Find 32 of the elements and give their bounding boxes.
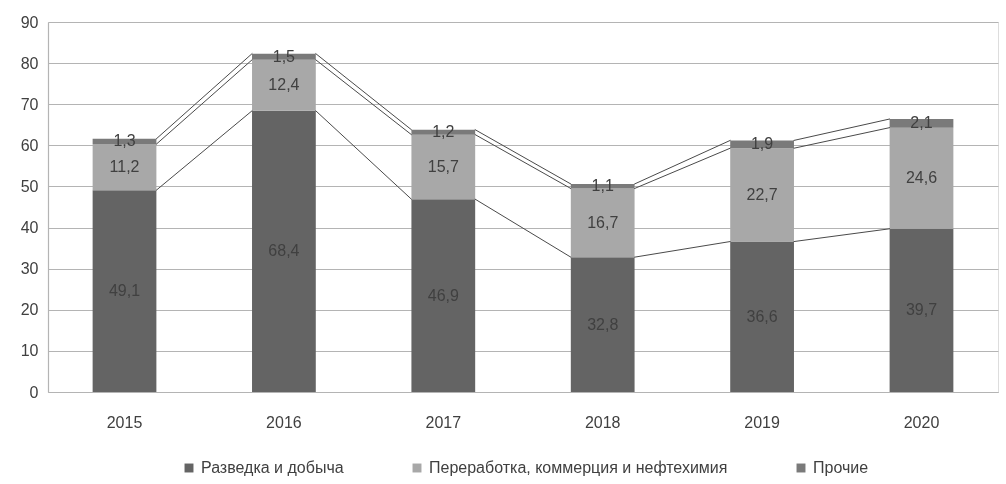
y-tick-label: 70 <box>20 95 39 113</box>
y-tick-label: 40 <box>20 219 39 237</box>
legend-label: Переработка, коммерция и нефтехимия <box>429 459 728 476</box>
x-tick-label: 2020 <box>903 413 940 431</box>
legend-label: Прочие <box>813 459 869 476</box>
bar <box>889 228 954 392</box>
y-tick-label: 10 <box>20 342 39 360</box>
legend-label: Разведка и добыча <box>201 459 344 476</box>
y-tick-label: 80 <box>20 54 39 72</box>
y-tick-label: 50 <box>20 177 39 195</box>
y-tick-label: 20 <box>20 301 39 319</box>
y-tick-label: 60 <box>20 136 39 154</box>
x-tick-label: 2017 <box>425 413 462 431</box>
data-label: 2,1 <box>910 114 933 132</box>
data-label: 16,7 <box>587 213 619 231</box>
x-tick-label: 2018 <box>584 413 621 431</box>
x-tick-label: 2016 <box>266 413 302 431</box>
x-tick-label: 2019 <box>744 413 780 431</box>
bar <box>252 110 316 392</box>
y-tick-label: 90 <box>20 13 39 31</box>
bar <box>92 190 157 392</box>
x-tick-label: 2015 <box>106 413 143 431</box>
data-label: 12,4 <box>268 76 300 94</box>
y-tick-label: 0 <box>29 383 39 401</box>
bar <box>570 257 635 392</box>
data-label: 15,7 <box>427 157 459 175</box>
bar <box>411 199 476 392</box>
data-label: 11,2 <box>109 158 140 176</box>
data-label: 22,7 <box>746 185 778 203</box>
bar <box>730 241 794 392</box>
data-label: 24,6 <box>905 169 938 187</box>
y-tick-label: 30 <box>20 260 39 278</box>
